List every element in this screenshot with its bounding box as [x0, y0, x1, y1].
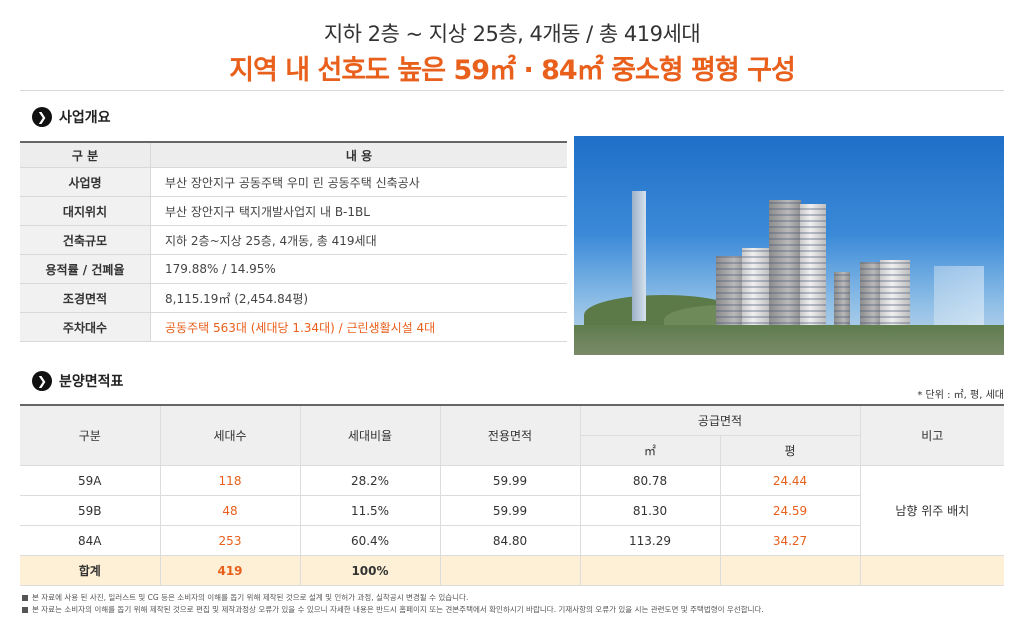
chevron-right-icon: ❯ [32, 107, 52, 127]
footnote-line: 본 자료는 소비자의 이해를 돕기 위해 제작된 것으로 편집 및 제작과정상 … [22, 604, 1006, 616]
footnote-text: 본 자료에 사용 된 사진, 일러스트 및 CG 등은 소비자의 이해를 돕기 … [32, 593, 469, 602]
building-shape [769, 200, 801, 336]
empty-cell [579, 555, 721, 586]
table-row: 조경면적 8,115.19㎡ (2,454.84평) [20, 283, 567, 313]
col-supply: 공급면적 [579, 404, 861, 436]
col-supply-py: 평 [719, 435, 861, 466]
area-subheader-row: ㎡ 평 [20, 435, 1004, 466]
ground-shape [574, 325, 1004, 355]
overview-key: 용적률 / 건폐율 [20, 254, 151, 284]
building-shape [860, 262, 882, 336]
square-bullet-icon [22, 595, 28, 601]
footnote-line: 본 자료에 사용 된 사진, 일러스트 및 CG 등은 소비자의 이해를 돕기 … [22, 592, 1006, 604]
supply-py-cell: 24.59 [719, 495, 861, 526]
table-row: 주차대수 공동주택 563대 (세대당 1.34대) / 근린생활시설 4대 [20, 312, 567, 342]
overview-key: 사업명 [20, 167, 151, 197]
supply-py-cell: 24.44 [719, 465, 861, 496]
overview-col-value: 내 용 [150, 141, 567, 168]
overview-key: 건축규모 [20, 225, 151, 255]
overview-key: 대지위치 [20, 196, 151, 226]
square-bullet-icon [22, 607, 28, 613]
building-shape [742, 248, 770, 336]
unit-note: * 단위 : ㎡, 평, 세대 [917, 390, 1004, 401]
empty-cell [439, 555, 581, 586]
background-tower [632, 191, 646, 321]
header: 지하 2층 ~ 지상 25층, 4개동 / 총 419세대 지역 내 선호도 높… [0, 0, 1024, 92]
areas-section-title: 분양면적표 [59, 374, 124, 390]
building-shape [880, 260, 910, 336]
type-cell: 59B [20, 495, 161, 526]
supply-py-cell: 34.27 [719, 525, 861, 556]
overview-value: 부산 장안지구 공동주택 우미 린 공동주택 신축공사 [150, 167, 567, 197]
footnotes: 본 자료에 사용 된 사진, 일러스트 및 CG 등은 소비자의 이해를 돕기 … [22, 592, 1006, 616]
supply-m2-cell: 80.78 [579, 465, 721, 496]
table-row: 대지위치 부산 장안지구 택지개발사업지 내 B-1BL [20, 196, 567, 226]
type-cell: 59A [20, 465, 161, 496]
page-subtitle: 지하 2층 ~ 지상 25층, 4개동 / 총 419세대 [323, 22, 701, 46]
overview-value: 지하 2층~지상 25층, 4개동, 총 419세대 [150, 225, 567, 255]
ratio-cell: 28.2% [299, 465, 441, 496]
table-row: 84A 253 60.4% 84.80 113.29 34.27 [20, 525, 1004, 556]
building-shape [800, 204, 826, 336]
table-row: 건축규모 지하 2층~지상 25층, 4개동, 총 419세대 [20, 225, 567, 255]
total-ratio: 100% [299, 555, 441, 586]
supply-m2-cell: 81.30 [579, 495, 721, 526]
overview-header-row: 구 분 내 용 [20, 141, 567, 168]
table-row: 용적률 / 건폐율 179.88% / 14.95% [20, 254, 567, 284]
apartment-rendering-image [574, 136, 1004, 355]
overview-value: 부산 장안지구 택지개발사업지 내 B-1BL [150, 196, 567, 226]
overview-key: 조경면적 [20, 283, 151, 313]
total-label: 합계 [20, 555, 161, 586]
building-shape [934, 266, 984, 336]
footnote-text: 본 자료는 소비자의 이해를 돕기 위해 제작된 것으로 편집 및 제작과정상 … [32, 605, 764, 614]
col-type: 구분 [20, 404, 161, 466]
exclusive-cell: 59.99 [439, 495, 581, 526]
chevron-right-icon: ❯ [32, 371, 52, 391]
overview-section-heading: ❯ 사업개요 [32, 107, 111, 127]
col-ratio: 세대비율 [299, 404, 441, 466]
col-households: 세대수 [159, 404, 301, 466]
households-cell: 253 [159, 525, 301, 556]
total-row: 합계 419 100% [20, 555, 1005, 586]
building-shape [716, 256, 746, 336]
areas-section-heading: ❯ 분양면적표 [32, 371, 123, 391]
ratio-cell: 11.5% [299, 495, 441, 526]
area-table: 구분 세대수 세대비율 전용면적 공급면적 비고 ㎡ 평 59A 118 28.… [20, 404, 1005, 586]
table-row: 사업명 부산 장안지구 공동주택 우미 린 공동주택 신축공사 [20, 167, 567, 197]
supply-m2-cell: 113.29 [579, 525, 721, 556]
area-header-row: 구분 세대수 세대비율 전용면적 공급면적 비고 [20, 404, 1005, 466]
exclusive-cell: 84.80 [439, 525, 581, 556]
table-row: 59B 48 11.5% 59.99 81.30 24.59 [20, 495, 1004, 526]
households-cell: 48 [159, 495, 301, 526]
ratio-cell: 60.4% [299, 525, 441, 556]
overview-value: 179.88% / 14.95% [150, 254, 567, 284]
page-title: 지역 내 선호도 높은 59㎡ · 84㎡ 중소형 평형 구성 [229, 55, 796, 86]
overview-value: 8,115.19㎡ (2,454.84평) [150, 283, 567, 313]
building-shape [834, 272, 850, 336]
total-households: 419 [159, 555, 301, 586]
empty-cell [859, 555, 1005, 586]
overview-key: 주차대수 [20, 312, 151, 342]
empty-cell [719, 555, 861, 586]
table-row: 59A 118 28.2% 59.99 80.78 24.44 남향 위주 배치 [20, 465, 1005, 556]
overview-section-title: 사업개요 [59, 110, 111, 126]
note-cell: 남향 위주 배치 [859, 465, 1005, 556]
header-divider [20, 90, 1004, 91]
type-cell: 84A [20, 525, 161, 556]
exclusive-cell: 59.99 [439, 465, 581, 496]
overview-value-highlight: 공동주택 563대 (세대당 1.34대) / 근린생활시설 4대 [150, 312, 567, 342]
col-exclusive: 전용면적 [439, 404, 581, 466]
col-note: 비고 [859, 404, 1005, 466]
col-supply-m2: ㎡ [580, 435, 721, 466]
households-cell: 118 [159, 465, 301, 496]
overview-col-key: 구 분 [20, 141, 151, 168]
overview-table: 구 분 내 용 사업명 부산 장안지구 공동주택 우미 린 공동주택 신축공사 … [20, 141, 567, 342]
